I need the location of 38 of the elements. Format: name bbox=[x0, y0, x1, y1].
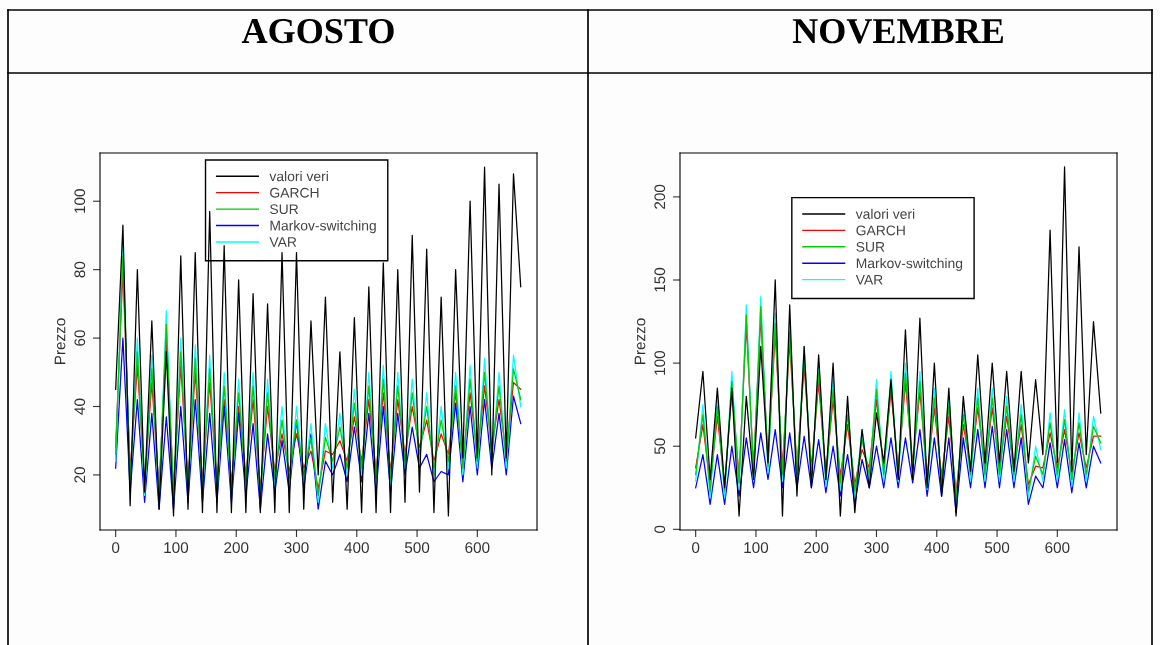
x-tick-label: 0 bbox=[692, 542, 700, 554]
y-tick-label: 0 bbox=[654, 525, 666, 533]
legend-label: GARCH bbox=[856, 225, 905, 236]
y-axis-title: Prezzo bbox=[54, 318, 66, 365]
legend-label: valori veri bbox=[855, 208, 915, 219]
legend-label: Markov-switching bbox=[856, 258, 963, 271]
x-tick-label: 200 bbox=[224, 542, 249, 554]
legend-label: valori veri bbox=[269, 171, 328, 182]
chart-title: NOVEMBRE bbox=[792, 18, 1003, 44]
legend-label: GARCH bbox=[270, 187, 319, 198]
x-tick-label: 200 bbox=[804, 542, 829, 554]
x-tick-label: 500 bbox=[404, 542, 430, 554]
y-tick-label: 20 bbox=[74, 467, 86, 483]
x-tick-label: 300 bbox=[864, 542, 889, 554]
x-tick-label: 500 bbox=[984, 542, 1010, 554]
x-tick-label: 100 bbox=[744, 542, 769, 554]
x-tick-label: 400 bbox=[344, 542, 369, 554]
y-axis-title: Prezzo bbox=[634, 318, 646, 365]
x-tick-label: 300 bbox=[284, 542, 309, 554]
y-tick-label: 40 bbox=[74, 398, 86, 415]
chart-title: AGOSTO bbox=[241, 18, 394, 44]
x-tick-label: 0 bbox=[112, 542, 120, 554]
legend-label: VAR bbox=[269, 237, 297, 247]
y-tick-label: 60 bbox=[74, 330, 86, 346]
y-tick-label: 200 bbox=[654, 184, 666, 209]
x-tick-label: 600 bbox=[1045, 542, 1070, 554]
legend-label: Markov-switching bbox=[270, 220, 376, 234]
x-tick-label: 600 bbox=[465, 542, 490, 554]
y-tick-label: 150 bbox=[654, 267, 666, 292]
y-tick-label: 100 bbox=[74, 189, 86, 213]
x-tick-label: 100 bbox=[164, 542, 189, 554]
legend-label: SUR bbox=[856, 241, 885, 252]
legend-label: SUR bbox=[270, 204, 299, 215]
y-tick-label: 100 bbox=[654, 350, 666, 375]
x-tick-label: 400 bbox=[924, 542, 949, 554]
legend-label: VAR bbox=[855, 274, 883, 285]
y-tick-label: 50 bbox=[654, 438, 666, 455]
y-tick-label: 80 bbox=[74, 261, 86, 278]
